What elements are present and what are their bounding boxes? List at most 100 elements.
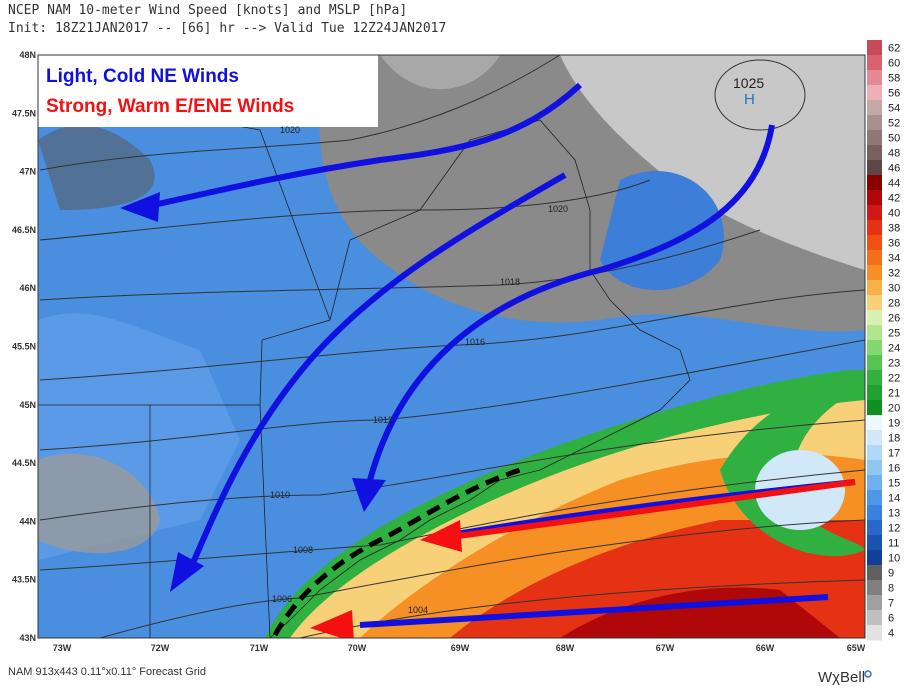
colorbar-swatch (867, 520, 882, 536)
colorbar-label: 36 (888, 238, 900, 250)
colorbar-label: 23 (888, 358, 900, 370)
map-area: Light, Cold NE Winds Strong, Warm E/ENE … (38, 55, 865, 638)
header-line: NCEP NAM 10-meter Wind Speed [knots] and… (8, 3, 407, 18)
colorbar-swatch (867, 190, 882, 206)
isobar-label: 1006 (272, 594, 292, 604)
footer-brand: WχBell (818, 669, 865, 686)
colorbar-swatch (867, 175, 882, 191)
colorbar-label: 13 (888, 508, 900, 520)
colorbar-label: 50 (888, 133, 900, 145)
colorbar-label: 30 (888, 283, 900, 295)
colorbar-label: 12 (888, 523, 900, 535)
colorbar-label: 14 (888, 493, 900, 505)
longitude-label: 72W (151, 643, 170, 653)
colorbar-label: 56 (888, 88, 900, 100)
colorbar-label: 8 (888, 583, 894, 595)
isobar-label: 1008 (293, 545, 313, 555)
colorbar-swatch (867, 205, 882, 221)
longitude-label: 65W (847, 643, 866, 653)
colorbar-swatch (867, 40, 882, 56)
colorbar-label: 19 (888, 418, 900, 430)
colorbar-swatch (867, 355, 882, 371)
colorbar-swatch (867, 370, 882, 386)
colorbar-swatch (867, 250, 882, 266)
colorbar-swatch (867, 55, 882, 71)
isobar-label: 1010 (270, 490, 290, 500)
colorbar-swatch (867, 280, 882, 296)
latitude-label: 47.5N (12, 108, 36, 118)
latitude-label: 46.5N (12, 225, 36, 235)
colorbar-label: 22 (888, 373, 900, 385)
isobar-label: 1020 (280, 125, 300, 135)
colorbar-swatch (867, 400, 882, 416)
latitude-label: 46N (19, 283, 36, 293)
colorbar-swatch (867, 595, 882, 611)
colorbar-swatch (867, 610, 882, 626)
footer-grid: NAM 913x443 0.11°x0.11° Forecast Grid (8, 666, 206, 678)
colorbar-label: 38 (888, 223, 900, 235)
colorbar-swatch (867, 580, 882, 596)
colorbar-label: 4 (888, 628, 894, 640)
colorbar-label: 9 (888, 568, 894, 580)
header-line: Init: 18Z21JAN2017 -- [66] hr --> Valid … (8, 21, 446, 36)
isobar-label: 1004 (408, 605, 428, 615)
brand-dot (864, 670, 872, 678)
longitude-label: 66W (756, 643, 775, 653)
colorbar-swatch (867, 310, 882, 326)
colorbar-swatch (867, 100, 882, 116)
colorbar-label: 34 (888, 253, 900, 265)
colorbar-label: 58 (888, 73, 900, 85)
colorbar-label: 48 (888, 148, 900, 160)
latitude-label: 44N (19, 516, 36, 526)
colorbar-label: 7 (888, 598, 894, 610)
longitude-label: 73W (53, 643, 72, 653)
colorbar-swatch (867, 220, 882, 236)
colorbar-label: 28 (888, 298, 900, 310)
latitude-label: 44.5N (12, 458, 36, 468)
colorbar-swatch (867, 235, 882, 251)
longitude-label: 69W (451, 643, 470, 653)
colorbar-label: 17 (888, 448, 900, 460)
latitude-label: 48N (19, 50, 36, 60)
isobar-label: 1016 (465, 337, 485, 347)
latitude-label: 47N (19, 167, 36, 177)
colorbar-label: 21 (888, 388, 900, 400)
colorbar-swatch (867, 340, 882, 356)
isobar-label: 1020 (548, 204, 568, 214)
colorbar-label: 6 (888, 613, 894, 625)
colorbar-swatch (867, 430, 882, 446)
colorbar-label: 42 (888, 193, 900, 205)
colorbar-swatch (867, 325, 882, 341)
colorbar-swatch (867, 475, 882, 491)
colorbar-label: 54 (888, 103, 900, 115)
colorbar-label: 40 (888, 208, 900, 220)
colorbar-label: 44 (888, 178, 900, 190)
colorbar-swatch (867, 445, 882, 461)
longitude-label: 68W (556, 643, 575, 653)
colorbar-swatch (867, 70, 882, 86)
colorbar-label: 52 (888, 118, 900, 130)
colorbar-swatch (867, 265, 882, 281)
colorbar-label: 32 (888, 268, 900, 280)
colorbar-label: 10 (888, 553, 900, 565)
colorbar-swatch (867, 625, 882, 641)
map-frame (37, 54, 866, 639)
colorbar-label: 20 (888, 403, 900, 415)
colorbar-swatch (867, 160, 882, 176)
colorbar-swatch (867, 130, 882, 146)
colorbar-label: 62 (888, 43, 900, 55)
colorbar-label: 26 (888, 313, 900, 325)
high-value: 1025 (733, 75, 764, 91)
colorbar-label: 25 (888, 328, 900, 340)
colorbar-label: 16 (888, 463, 900, 475)
colorbar-swatch (867, 295, 882, 311)
colorbar-label: 15 (888, 478, 900, 490)
colorbar-swatch (867, 415, 882, 431)
colorbar-label: 46 (888, 163, 900, 175)
isobar-label: 1018 (500, 277, 520, 287)
colorbar-swatch (867, 490, 882, 506)
annotation: Light, Cold NE Winds (46, 66, 239, 87)
latitude-label: 45N (19, 400, 36, 410)
colorbar-label: 60 (888, 58, 900, 70)
